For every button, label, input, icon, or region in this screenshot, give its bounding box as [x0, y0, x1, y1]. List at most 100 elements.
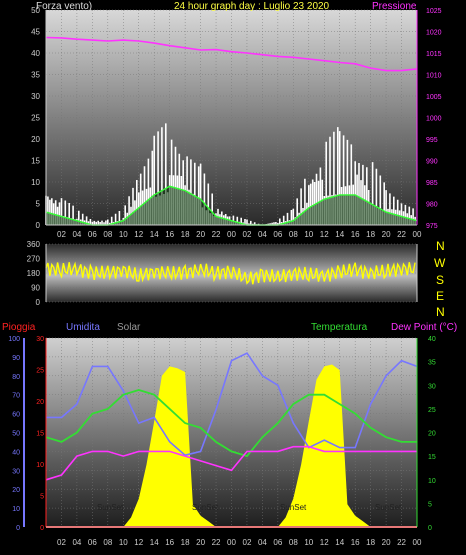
- hour-tick-label: 20: [382, 230, 391, 239]
- hour-tick-label: 18: [366, 538, 375, 547]
- hour-tick-label: 18: [181, 538, 190, 547]
- wind-tick-label: 5: [36, 200, 41, 209]
- humidity-tick-label: 60: [12, 412, 20, 419]
- hour-tick-label: 14: [335, 230, 344, 239]
- hour-tick-label: 02: [57, 538, 66, 547]
- direction-tick-label: 270: [27, 255, 41, 264]
- dewpoint-axis-title: Dew Point (°C): [391, 322, 457, 333]
- humidity-tick-label: 20: [12, 487, 20, 494]
- pressure-tick-label: 1000: [426, 116, 442, 123]
- hour-tick-label: 04: [72, 230, 81, 239]
- wind-tick-label: 10: [31, 178, 40, 187]
- hour-tick-label: 14: [150, 230, 159, 239]
- sunset-label-3: SunSet: [280, 503, 307, 512]
- hour-tick-label: 08: [289, 230, 298, 239]
- hour-tick-label: 20: [196, 538, 205, 547]
- temperature-tick-label: 5: [428, 501, 432, 508]
- compass-label-s: S: [436, 273, 444, 287]
- pressure-tick-label: 995: [426, 137, 438, 144]
- rain-tick-label: 0: [40, 525, 44, 532]
- wind-tick-label: 0: [36, 221, 41, 230]
- hour-tick-label: 06: [273, 538, 282, 547]
- temperature-tick-label: 20: [428, 431, 436, 438]
- pressure-tick-label: 1020: [426, 30, 442, 37]
- hour-tick-label: 08: [103, 230, 112, 239]
- pressure-line: [45, 36, 418, 72]
- pressure-tick-label: 985: [426, 180, 438, 187]
- wind-tick-label: 15: [31, 157, 40, 166]
- rain-tick-label: 30: [36, 336, 44, 343]
- hour-tick-label: 22: [397, 230, 406, 239]
- hour-tick-label: 14: [335, 538, 344, 547]
- humidity-line: [46, 352, 418, 457]
- direction-tick-label: 0: [36, 298, 41, 307]
- wind-tick-label: 20: [31, 135, 40, 144]
- hour-tick-label: 16: [165, 538, 174, 547]
- pressure-tick-label: 1025: [426, 8, 442, 15]
- wind-tick-label: 30: [31, 92, 40, 101]
- wind-tick-label: 40: [31, 49, 40, 58]
- rain-tick-label: 20: [36, 399, 44, 406]
- pressure-tick-label: 990: [426, 159, 438, 166]
- pressure-axis-title: Pressione: [372, 1, 417, 12]
- wind-tick-label: 25: [31, 114, 40, 123]
- humidity-tick-label: 90: [12, 355, 20, 362]
- temperature-tick-label: 40: [428, 336, 436, 343]
- hour-tick-label: 18: [181, 230, 190, 239]
- hour-tick-label: 12: [134, 230, 143, 239]
- rain-axis-title: Pioggia: [2, 322, 36, 333]
- hour-tick-label: 00: [413, 230, 422, 239]
- hour-tick-label: 12: [320, 230, 329, 239]
- humidity-tick-label: 30: [12, 468, 20, 475]
- hour-tick-label: 04: [258, 230, 267, 239]
- hour-tick-label: 02: [243, 230, 252, 239]
- sunset-label-2: SunSet: [192, 503, 219, 512]
- humidity-tick-label: 10: [12, 506, 20, 513]
- temperature-tick-label: 10: [428, 478, 436, 485]
- direction-tick-label: 180: [27, 269, 41, 278]
- humidity-tick-label: 50: [12, 431, 20, 438]
- hour-tick-label: 22: [212, 538, 221, 547]
- temperature-tick-label: 0: [428, 525, 432, 532]
- hour-tick-label: 16: [351, 230, 360, 239]
- hour-tick-label: 08: [289, 538, 298, 547]
- wind-tick-label: 45: [31, 28, 40, 37]
- dewpoint-line: [45, 445, 417, 481]
- hour-tick-label: 22: [212, 230, 221, 239]
- sunset-label-1: SunSet: [97, 503, 124, 512]
- hour-tick-label: 00: [227, 230, 236, 239]
- hour-tick-label: 06: [88, 538, 97, 547]
- hour-tick-label: 06: [273, 230, 282, 239]
- hour-tick-label: 14: [150, 538, 159, 547]
- hour-tick-label: 18: [366, 230, 375, 239]
- pressure-tick-label: 1010: [426, 73, 442, 80]
- humidity-axis-title: Umidita: [66, 322, 100, 333]
- hour-tick-label: 02: [243, 538, 252, 547]
- hour-tick-label: 12: [134, 538, 143, 547]
- hour-tick-label: 10: [119, 230, 128, 239]
- wind-area: [46, 186, 417, 225]
- pressure-tick-label: 1005: [426, 94, 442, 101]
- hour-tick-label: 02: [57, 230, 66, 239]
- wind-tick-label: 50: [31, 6, 40, 15]
- temperature-tick-label: 15: [428, 454, 436, 461]
- hour-tick-label: 10: [304, 230, 313, 239]
- hour-tick-label: 00: [227, 538, 236, 547]
- humidity-tick-label: 80: [12, 374, 20, 381]
- hour-tick-label: 20: [196, 230, 205, 239]
- direction-tick-label: 90: [31, 284, 40, 293]
- hour-tick-label: 04: [258, 538, 267, 547]
- compass-label-n-top: N: [436, 239, 445, 253]
- direction-tick-label: 360: [27, 240, 41, 249]
- solar-area: [46, 364, 417, 527]
- humidity-tick-label: 100: [8, 336, 20, 343]
- hour-tick-label: 10: [119, 538, 128, 547]
- pressure-tick-label: 975: [426, 223, 438, 230]
- temperature-line: [45, 389, 417, 458]
- temperature-axis-title: Temperatura: [311, 322, 368, 333]
- compass-label-n-bottom: N: [436, 305, 445, 319]
- hour-tick-label: 08: [103, 538, 112, 547]
- compass-label-e: E: [436, 289, 444, 303]
- wind-axis-title: Forza vento): [36, 1, 92, 12]
- chart-title: 24 hour graph day : Luglio 23 2020: [174, 1, 330, 12]
